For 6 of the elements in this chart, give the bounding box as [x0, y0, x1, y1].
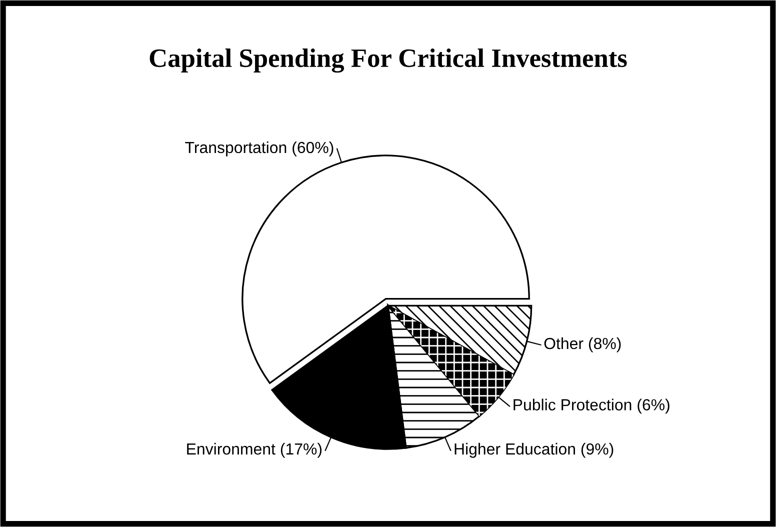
chart-title: Capital Spending For Critical Investments [150, 48, 627, 73]
slice-label: Public Protection (6%) [514, 398, 670, 414]
slice-label: Environment (17%) [187, 442, 322, 458]
slice-label: Transportation (60%) [185, 141, 334, 156]
slice-label: Other (8%) [544, 337, 621, 352]
slice-label: Higher Education (9%) [454, 442, 614, 458]
